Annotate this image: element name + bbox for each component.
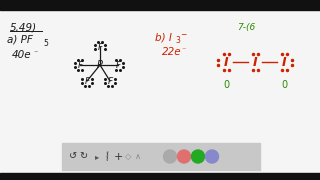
Text: 40e: 40e xyxy=(12,50,32,60)
Text: ↻: ↻ xyxy=(79,152,87,161)
Text: P: P xyxy=(97,60,103,70)
Text: F: F xyxy=(97,42,103,51)
Text: F: F xyxy=(84,76,90,86)
Text: 5: 5 xyxy=(43,39,48,48)
Text: 7-(6: 7-(6 xyxy=(237,23,255,32)
Circle shape xyxy=(191,150,204,163)
Text: F: F xyxy=(77,60,83,69)
Text: ∕: ∕ xyxy=(105,151,111,162)
Text: ▸: ▸ xyxy=(95,152,99,161)
Text: 0: 0 xyxy=(223,80,229,90)
Text: a) PF: a) PF xyxy=(7,35,33,45)
Bar xyxy=(0,0,320,10)
Text: I: I xyxy=(253,55,257,69)
Text: ⁻: ⁻ xyxy=(181,45,185,54)
Text: 5,49): 5,49) xyxy=(10,22,37,32)
Bar xyxy=(62,143,260,170)
Text: 22e: 22e xyxy=(162,47,182,57)
Text: I: I xyxy=(224,55,228,69)
Text: −: − xyxy=(180,30,186,39)
Bar xyxy=(0,173,320,180)
Bar xyxy=(146,152,156,161)
Text: ◇: ◇ xyxy=(125,152,131,161)
Text: F: F xyxy=(116,60,121,69)
Circle shape xyxy=(205,150,219,163)
Text: 3: 3 xyxy=(175,36,180,45)
Text: 0: 0 xyxy=(281,80,287,90)
Text: ↺: ↺ xyxy=(69,152,77,161)
Text: b) I: b) I xyxy=(155,32,172,42)
Circle shape xyxy=(178,150,190,163)
Text: F: F xyxy=(108,76,113,86)
Text: ∧: ∧ xyxy=(135,152,141,161)
Text: ⁻: ⁻ xyxy=(33,48,37,57)
Text: +: + xyxy=(113,152,123,161)
Text: I: I xyxy=(282,55,286,69)
Circle shape xyxy=(164,150,177,163)
